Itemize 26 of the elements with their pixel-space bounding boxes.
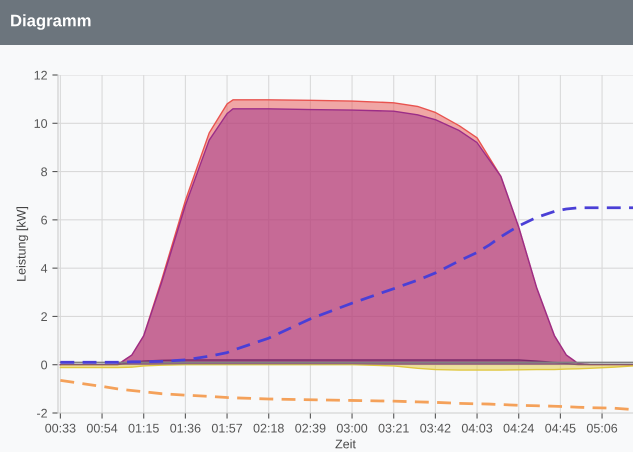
x-tick-label: 00:33 xyxy=(45,424,76,433)
x-tick-label: 03:21 xyxy=(378,424,409,433)
y-tick-label: 0 xyxy=(41,360,48,370)
y-tick-label: 8 xyxy=(41,167,48,176)
line-series xyxy=(58,206,633,364)
x-tick-label: 05:06 xyxy=(586,424,618,433)
chart-title: Diagramm xyxy=(11,14,90,30)
x-tick-label: 03:42 xyxy=(420,424,450,433)
x-tick-label: 02:39 xyxy=(295,424,326,433)
y-tick-label: 12 xyxy=(34,70,47,80)
y-axis-title: Leistung [kW] xyxy=(16,207,28,281)
y-tick-label: 6 xyxy=(41,216,48,225)
x-tick-label: 04:45 xyxy=(545,424,576,433)
x-tick-label: 01:36 xyxy=(170,424,200,433)
x-tick-label: 01:15 xyxy=(128,424,159,433)
y-tick-label: 2 xyxy=(41,312,47,321)
y-tick-label: -2 xyxy=(37,408,47,418)
y-tick-label: 10 xyxy=(34,119,48,128)
x-axis-title: Zeit xyxy=(335,439,356,448)
x-tick-label: 04:24 xyxy=(504,424,534,433)
x-tick-label: 00:54 xyxy=(86,424,118,433)
x-tick-label: 01:57 xyxy=(212,424,242,433)
x-tick-label: 03:00 xyxy=(336,424,368,433)
y-tick-label: 4 xyxy=(40,264,48,273)
x-tick-label: 04:03 xyxy=(462,424,492,433)
x-tick-label: 02:18 xyxy=(254,424,284,433)
